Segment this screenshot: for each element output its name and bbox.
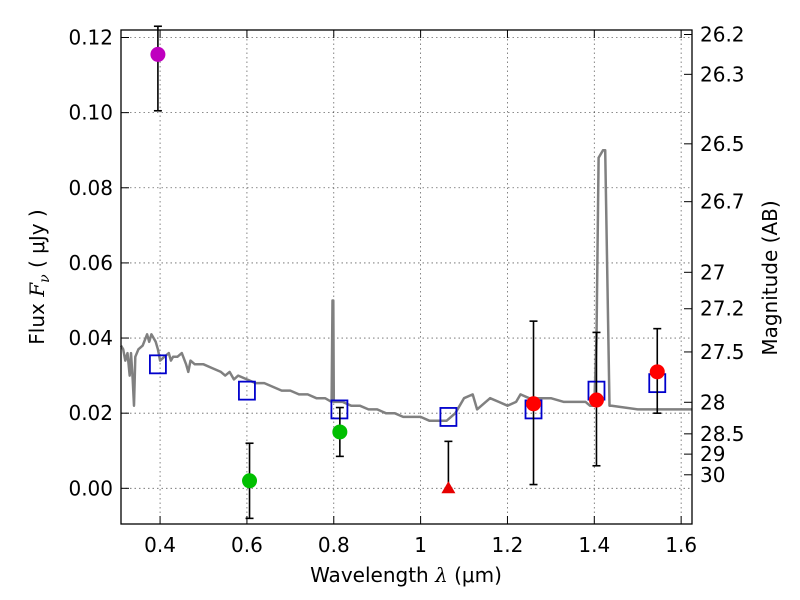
y-tick-label: 0.12 [68, 26, 113, 50]
y-tick-label: 0.08 [68, 176, 113, 200]
grid-lines [121, 30, 692, 524]
observed-flux-point [150, 46, 166, 62]
magnitude-tick-label: 27.5 [700, 340, 745, 364]
x-tick-label: 0.6 [231, 533, 263, 557]
x-tick-label: 1.6 [665, 533, 697, 557]
x-tick-label: 1.4 [578, 533, 610, 557]
observed-flux-point [588, 392, 604, 408]
model-band-square [149, 354, 167, 375]
y-tick-label: 0.00 [68, 476, 113, 500]
magnitude-tick-label: 30 [700, 463, 725, 487]
x-tick-label: 1.2 [492, 533, 524, 557]
y-axis-ticks: 0.00 0.02 0.04 0.06 0.08 0.10 0.12 [68, 26, 129, 500]
y-tick-label: 0.06 [68, 251, 113, 275]
x-axis-label: Wavelength λ (μm) [310, 563, 502, 587]
magnitude-tick-label: 27 [700, 260, 725, 284]
magnitude-tick-label: 28 [700, 390, 725, 414]
model-band-square [439, 407, 458, 427]
observed-flux-point [242, 473, 258, 489]
y-tick-label: 0.02 [68, 401, 113, 425]
y-axis-label: Flux Fν ( μJy ) [25, 209, 53, 344]
observed-flux-point [526, 396, 542, 412]
y-tick-label: 0.10 [68, 101, 113, 125]
upper-limit-triangle [441, 481, 456, 494]
plot-data [119, 25, 692, 520]
y-tick-label: 0.04 [68, 326, 113, 350]
magnitude-tick-label: 28.5 [700, 422, 745, 446]
plot-frame [120, 29, 693, 525]
model-band-square [238, 380, 256, 401]
x-tick-label: 0.8 [318, 533, 350, 557]
magnitude-tick-label: 26.3 [700, 62, 745, 86]
magnitude-tick-label: 26.2 [700, 23, 745, 47]
model-sed-line [119, 148, 692, 422]
magnitude-tick-label: 26.7 [700, 190, 745, 214]
magnitude-tick-label: 27.2 [700, 297, 745, 321]
x-tick-label: 0.4 [144, 533, 176, 557]
magnitude-axis-label: Magnitude (AB) [758, 200, 782, 355]
magnitude-tick-label: 29 [700, 442, 725, 466]
x-tick-label: 1 [414, 533, 427, 557]
x-axis-ticks: 0.4 0.6 0.8 1 1.2 1.4 1.6 [144, 30, 697, 557]
observed-flux-point [332, 424, 348, 440]
observed-flux-point [649, 364, 665, 380]
magnitude-tick-label: 26.5 [700, 132, 745, 156]
